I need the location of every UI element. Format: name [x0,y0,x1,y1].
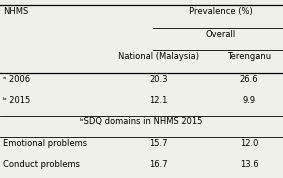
Text: Conduct problems: Conduct problems [3,160,80,169]
Text: Terenganu: Terenganu [227,52,271,61]
Text: ᵇSDQ domains in NHMS 2015: ᵇSDQ domains in NHMS 2015 [80,117,203,127]
Text: 20.3: 20.3 [149,75,168,84]
Text: National (Malaysia): National (Malaysia) [118,52,199,61]
Text: 12.1: 12.1 [149,96,168,105]
Text: Prevalence (%): Prevalence (%) [189,7,253,16]
Text: 26.6: 26.6 [240,75,258,84]
Text: 15.7: 15.7 [149,139,168,148]
Text: 12.0: 12.0 [240,139,258,148]
Text: ᵇ 2015: ᵇ 2015 [3,96,30,105]
Text: Emotional problems: Emotional problems [3,139,87,148]
Text: NHMS: NHMS [3,7,28,16]
Text: 9.9: 9.9 [243,96,256,105]
Text: 13.6: 13.6 [240,160,258,169]
Text: Overall: Overall [206,30,236,39]
Text: 16.7: 16.7 [149,160,168,169]
Text: ᵃ 2006: ᵃ 2006 [3,75,30,84]
